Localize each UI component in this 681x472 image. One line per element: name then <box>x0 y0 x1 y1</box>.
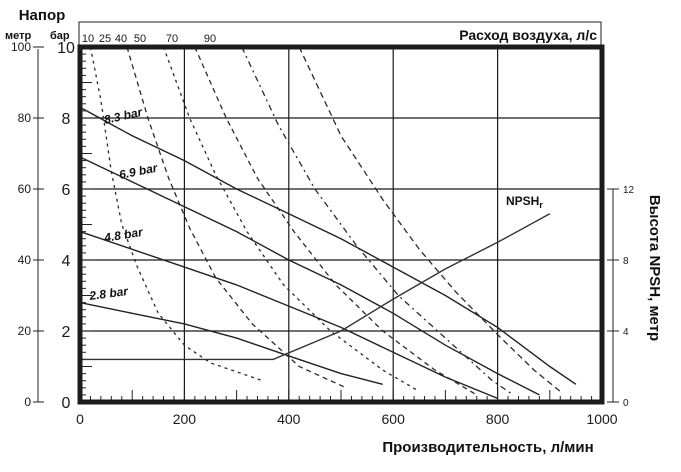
npsh-curve-label: NPSHr <box>506 194 543 210</box>
air-flow-label: 50 <box>134 33 146 45</box>
pressure-curve-label: 2.8 bar <box>88 284 130 303</box>
meter-tick-label: 20 <box>18 324 32 338</box>
pressure-curve <box>79 106 577 385</box>
air-flow-label: 70 <box>166 33 178 45</box>
x-tick-label: 800 <box>486 411 510 427</box>
x-tick-label: 0 <box>76 411 84 427</box>
air-flow-label: 10 <box>82 33 94 45</box>
x-tick-label: 200 <box>173 411 197 427</box>
pressure-curve-label: 4.8 bar <box>102 225 145 245</box>
npsh-tick-label: 0 <box>623 398 629 409</box>
meter-tick-label: 0 <box>24 395 31 409</box>
air-flow-label: 40 <box>115 33 127 45</box>
air-flow-curve-50 <box>194 46 478 396</box>
left-axis-unit-bar: бар <box>50 30 70 42</box>
air-flow-axis-label: Расход воздуха, л/с <box>459 27 597 43</box>
bar-tick-label: 4 <box>62 253 71 270</box>
air-flow-curve-10 <box>89 46 263 382</box>
bar-tick-label: 2 <box>62 324 71 341</box>
meter-tick-label: 80 <box>18 111 32 125</box>
npsh-curve <box>80 213 551 361</box>
bar-tick-label: 8 <box>62 111 71 128</box>
npsh-tick-label: 12 <box>623 185 635 196</box>
air-flow-tick-labels: 10 25 40 50 70 90 <box>82 33 216 45</box>
pressure-curve <box>79 156 540 396</box>
x-tick-label: 400 <box>277 411 301 427</box>
curves <box>79 46 577 400</box>
bar-tick-label: 6 <box>62 182 71 199</box>
left-axis-unit-m: метр <box>5 30 31 42</box>
plot-frame <box>77 44 605 405</box>
air-flow-curve-70 <box>241 46 514 396</box>
air-flow-label: 25 <box>99 33 111 45</box>
x-axis-label: Производительность, л/мин <box>382 439 593 456</box>
meter-axis-ticks: 0 20 40 60 80 100 <box>11 40 44 409</box>
pressure-curve <box>79 230 498 400</box>
air-flow-curve-25 <box>126 46 347 389</box>
pressure-curve-label: 6.9 bar <box>118 160 160 182</box>
minor-ticks <box>80 46 593 402</box>
bar-axis-ticks: 0 2 4 6 8 10 <box>57 40 75 412</box>
pressure-curve-label: 8.3 bar <box>103 105 145 127</box>
meter-tick-label: 100 <box>11 40 31 54</box>
air-flow-curve-40 <box>162 46 420 392</box>
meter-tick-label: 60 <box>18 182 32 196</box>
left-axis-title: Напор <box>19 7 66 24</box>
npsh-axis-ticks: 0 4 8 12 <box>607 185 635 409</box>
npsh-tick-label: 8 <box>623 256 629 267</box>
bar-tick-label: 0 <box>62 395 71 412</box>
x-tick-label: 1000 <box>586 411 617 427</box>
npsh-axis-label: Высота NPSH, метр <box>646 195 663 341</box>
meter-tick-label: 40 <box>18 253 32 267</box>
x-axis-tick-labels: 0 200 400 600 800 1000 <box>76 411 618 427</box>
npsh-tick-label: 4 <box>623 327 629 338</box>
air-flow-label: 90 <box>204 33 216 45</box>
pressure-curve <box>79 301 383 385</box>
x-tick-label: 600 <box>382 411 406 427</box>
bar-tick-label: 10 <box>57 40 75 57</box>
air-flow-curve-90 <box>298 46 561 392</box>
